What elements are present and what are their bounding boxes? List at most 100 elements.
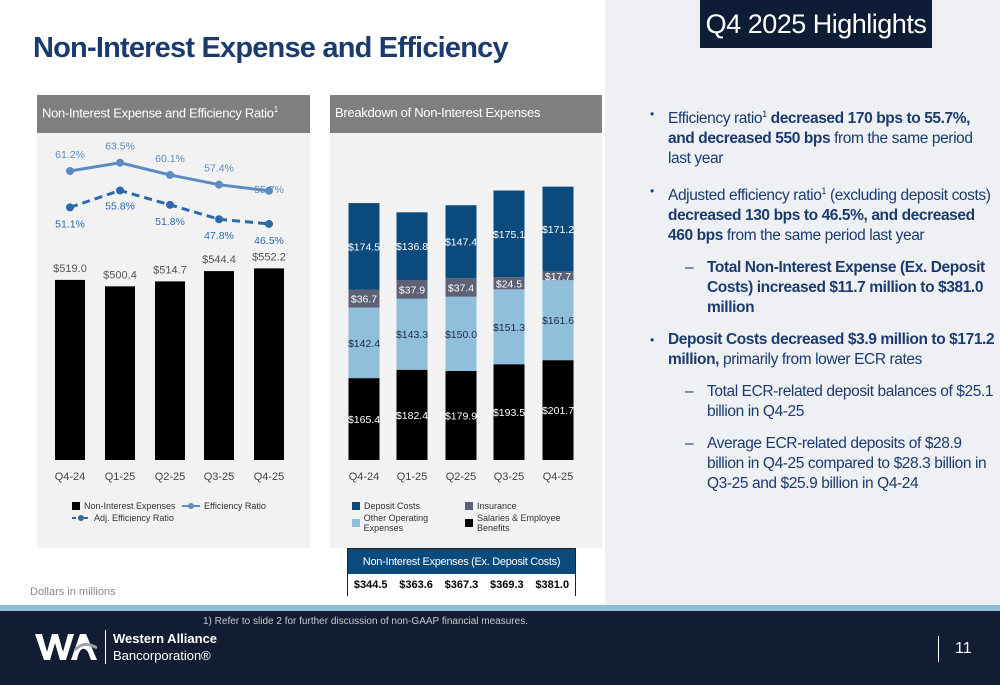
segment-label: $150.0 <box>445 329 477 341</box>
highlights-list: Efficiency ratio1 decreased 170 bps to 5… <box>650 104 995 506</box>
footnote-marker: 1 <box>273 105 278 114</box>
bullet-adj-efficiency: Adjusted efficiency ratio1 (excluding de… <box>650 181 995 246</box>
stacked-bar-segment <box>396 369 428 460</box>
company-name-line1: Western Alliance <box>113 631 218 646</box>
stacked-bar-segment <box>493 289 525 365</box>
stacked-bar-segment <box>348 307 380 379</box>
point-label: 55.8% <box>105 200 135 212</box>
x-tick-label: Q4-25 <box>254 471 285 483</box>
legend-item: Salaries & Employee Benefits <box>465 513 595 533</box>
segment-label: $179.9 <box>445 410 477 422</box>
legend-swatch <box>465 502 473 510</box>
data-point <box>116 186 124 195</box>
segment-label: $37.4 <box>448 282 474 294</box>
data-point <box>66 167 74 175</box>
data-point <box>265 186 273 195</box>
bullet-text: (excluding deposit costs) <box>826 187 991 205</box>
segment-label: $136.8 <box>396 241 428 253</box>
data-point <box>215 215 223 224</box>
x-tick-label: Q3-25 <box>494 471 525 483</box>
stacked-bar-segment <box>542 280 574 361</box>
wa-logo-icon <box>35 634 97 660</box>
point-label: 61.2% <box>55 149 85 161</box>
segment-label: $193.5 <box>493 407 525 419</box>
dashed-line-marker-icon <box>72 515 90 521</box>
left-chart-title: Non-Interest Expense and Efficiency Rati… <box>42 105 274 121</box>
x-tick-label: Q2-25 <box>446 471 477 483</box>
sub-bullet-ecr-average: Average ECR-related deposits of $28.9 bi… <box>650 434 995 494</box>
page-title: Non-Interest Expense and Efficiency <box>33 32 509 64</box>
point-label: 55.7% <box>254 184 284 196</box>
table-cell: $363.6 <box>399 579 433 591</box>
table-cell: $344.5 <box>353 579 388 591</box>
bar-label: $552.2 <box>252 251 286 263</box>
stacked-bar-segment <box>348 378 380 460</box>
bar-label: $519.0 <box>53 263 87 275</box>
right-chart-card: Breakdown of Non-Interest Expenses $165.… <box>330 95 602 548</box>
bullet-text: Total Non-Interest Expense (Ex. Deposit … <box>707 259 985 317</box>
segment-label: $161.6 <box>542 315 574 327</box>
highlights-title: Q4 2025 Highlights <box>700 0 932 48</box>
bar <box>254 268 284 460</box>
bullet-text: Total ECR-related deposit balances of $2… <box>707 383 994 421</box>
legend-item: Insurance <box>465 501 595 511</box>
bullet-text: Adjusted efficiency ratio <box>668 187 822 205</box>
table-cell: $367.3 <box>444 579 479 591</box>
table-row: $344.5 $363.6 $367.3 $369.3 $381.0 <box>348 574 575 596</box>
left-chart: $519.0 $500.4 $514.7 $544.4 $552.2 61.2% 63.5%… <box>53 141 286 483</box>
footnote-marker: 1 <box>762 109 767 119</box>
stacked-bar-segment <box>445 370 477 460</box>
bullet-text: decreased 170 bps to 55.7%, and decrease… <box>668 110 971 148</box>
legend-label: Insurance <box>477 501 517 511</box>
bullet-text: Average ECR-related deposits of $28.9 bi… <box>707 435 987 493</box>
bullet-text: from the same period last year <box>722 227 925 245</box>
point-label: 51.1% <box>55 218 85 230</box>
bar <box>55 279 85 460</box>
left-chart-header: Non-Interest Expense and Efficiency Rati… <box>37 95 310 133</box>
legend-swatch <box>72 502 80 510</box>
stacked-bar-segment <box>348 203 380 290</box>
footnote: 1) Refer to slide 2 for further discussi… <box>203 616 528 627</box>
legend-label: Adj. Efficiency Ratio <box>94 513 174 523</box>
bar <box>204 271 234 460</box>
segment-label: $24.5 <box>496 278 522 290</box>
line-marker-icon <box>182 503 200 509</box>
stacked-bar-segment <box>348 289 380 308</box>
footer <box>0 611 1000 685</box>
legend-swatch <box>352 502 360 510</box>
x-tick-label: Q1-25 <box>105 471 136 483</box>
stacked-bar-segment <box>396 298 428 370</box>
stacked-bar-segment <box>396 212 428 281</box>
legend-label: Deposit Costs <box>364 501 421 511</box>
segment-label: $17.7 <box>545 271 571 283</box>
legend-label: Non-Interest Expenses <box>84 501 176 511</box>
sub-bullet-total-expense: Total Non-Interest Expense (Ex. Deposit … <box>650 258 995 318</box>
data-point <box>215 180 223 189</box>
table-header: Non-Interest Expenses (Ex. Deposit Costs… <box>348 549 575 574</box>
legend-label: Salaries & Employee Benefits <box>476 513 561 533</box>
segment-label: $142.4 <box>348 338 380 350</box>
bar-label: $500.4 <box>103 269 137 281</box>
point-label: 57.4% <box>204 163 234 175</box>
stacked-bar-segment <box>445 278 477 297</box>
data-point <box>66 203 74 212</box>
data-point <box>116 158 124 167</box>
data-point <box>166 200 174 209</box>
legend-label: Efficiency Ratio <box>204 501 266 511</box>
stacked-bar-segment <box>542 360 574 460</box>
table-cell: $381.0 <box>535 579 570 591</box>
segment-label: $175.1 <box>493 229 525 241</box>
company-logo: Western Alliance Bancorporation® <box>35 630 217 664</box>
segment-label: $182.4 <box>396 410 428 422</box>
legend-swatch <box>465 519 473 527</box>
data-point <box>166 170 174 179</box>
segment-label: $143.3 <box>396 329 428 341</box>
x-tick-label: Q4-24 <box>349 471 380 483</box>
footer-strip <box>0 605 1000 611</box>
bullet-text: decreased 130 bps to 46.5%, and decrease… <box>668 207 975 245</box>
segment-label: $37.9 <box>399 284 425 296</box>
right-chart-header: Breakdown of Non-Interest Expenses <box>330 95 602 133</box>
bullet-text: from the same period last year <box>668 130 973 168</box>
company-name: Western Alliance Bancorporation® <box>105 630 217 664</box>
segment-label: $36.7 <box>351 294 377 306</box>
